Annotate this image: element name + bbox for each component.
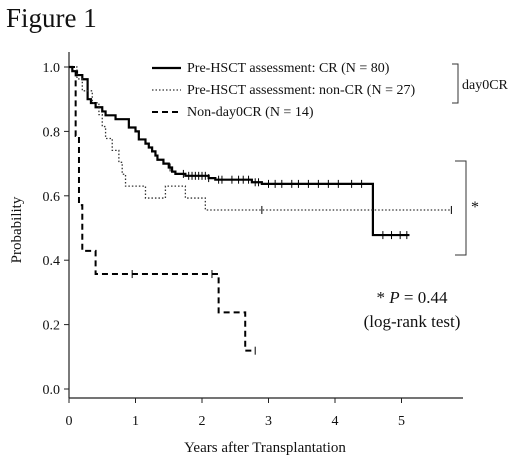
legend-bracket [452,63,459,104]
legend-label-1: Pre-HSCT assessment: non-CR (N = 27) [187,83,415,98]
y-axis-title: Probability [9,196,25,263]
legend-label-0: Pre-HSCT assessment: CR (N = 80) [187,61,390,76]
y-tick-label: 0.0 [43,383,61,398]
significance-star: * [471,199,479,216]
plot-area [69,65,452,355]
x-tick-label: 3 [265,414,272,429]
x-tick-label: 2 [199,414,206,429]
test-name-label: (log-rank test) [364,312,461,331]
x-axis-title: Years after Transplantation [184,440,346,456]
p-value-label: * P = 0.44 [377,288,448,307]
legend-label-2: Non-day0CR (N = 14) [187,105,314,120]
chart-annotations: ** P = 0.44(log-rank test) [364,160,479,331]
series-line-2 [69,66,252,352]
y-tick-label: 1.0 [43,61,61,76]
series-line-0 [69,65,410,237]
chart-legend: Pre-HSCT assessment: CR (N = 80) Pre-HSCT… [152,61,509,120]
legend-bracket-label: day0CR [462,78,509,93]
x-tick-label: 5 [398,414,405,429]
p-symbol: P [388,288,399,307]
x-tick-label: 4 [332,414,339,429]
significance-bracket [455,160,467,256]
y-tick-label: 0.8 [43,125,61,140]
x-tick-label: 1 [132,414,139,429]
x-tick-label: 0 [66,414,73,429]
chart-axes: 0.0 0.2 0.4 0.6 0.8 1.0 0 1 2 3 4 5 Years after Tran… [9,52,463,456]
y-tick-label: 0.6 [43,190,61,205]
series-line-1 [69,66,452,211]
p-value: = 0.44 [400,288,448,307]
p-value-star: * [377,288,390,307]
y-tick-label: 0.2 [43,319,61,334]
y-tick-label: 0.4 [43,254,61,269]
figure-title: Figure 1 [6,3,97,33]
